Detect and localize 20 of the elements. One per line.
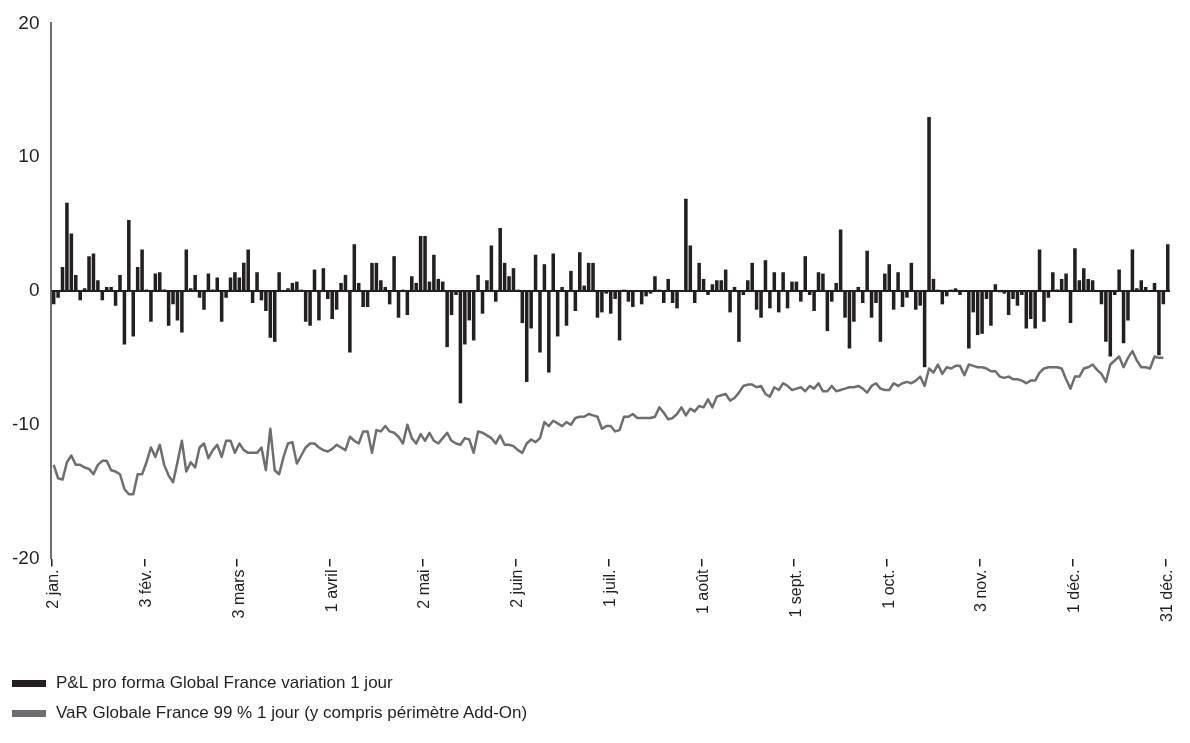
- x-tick-label: 1 sept.: [786, 569, 804, 618]
- x-tick-label: 1 déc.: [1065, 569, 1083, 614]
- x-tick-label: 1 avril: [322, 569, 340, 613]
- x-tick-label: 2 jan.: [44, 569, 62, 609]
- x-tick-label: 1 juil.: [601, 569, 619, 607]
- x-tick-label: 1 oct.: [879, 569, 897, 609]
- legend-label: P&L pro forma Global France variation 1 jour: [56, 673, 393, 693]
- x-tick-label: 3 mars: [229, 569, 247, 619]
- x-tick-label: 3 nov.: [972, 569, 990, 612]
- y-tick-label: -20: [11, 546, 40, 568]
- x-tick-label: 1 août: [693, 568, 711, 614]
- x-tick-label: 31 déc.: [1158, 569, 1176, 622]
- y-tick-label: 0: [28, 279, 40, 301]
- y-tick-label: 20: [18, 11, 40, 33]
- y-tick-label: 10: [18, 145, 40, 167]
- x-tick-label: 2 juin: [508, 569, 526, 608]
- x-tick-label: 3 fév.: [136, 569, 154, 608]
- legend-label: VaR Globale France 99 % 1 jour (y compris périmètre Add-On): [56, 703, 528, 723]
- x-tick-label: 2 mai: [415, 569, 433, 609]
- y-tick-label: -10: [11, 412, 40, 434]
